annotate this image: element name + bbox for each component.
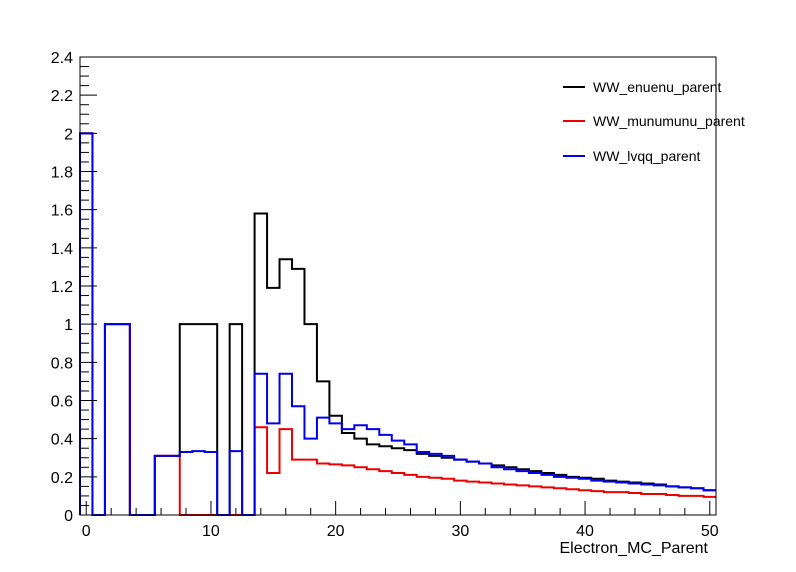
y-tick-label: 0.4 — [51, 432, 73, 449]
x-tick-label: 30 — [451, 523, 469, 540]
axis-layer: 0 0.2 0.4 0.6 0.8 1 1.2 1.4 1.6 1.8 2 2.2 2.4 0 10 20 30… — [51, 50, 719, 540]
legend-label-0: WW_enuenu_parent — [593, 79, 722, 95]
x-tick-label: 20 — [327, 523, 345, 540]
y-tick-label: 1.8 — [51, 165, 73, 182]
y-tick-label: 0.8 — [51, 355, 73, 372]
x-tick-label: 40 — [576, 523, 594, 540]
y-tick-label: 1.4 — [51, 241, 73, 258]
x-tick-label: 50 — [701, 523, 719, 540]
y-tick-label: 2 — [64, 126, 73, 143]
legend-label-1: WW_munumunu_parent — [593, 113, 745, 129]
series-line-2 — [79, 132, 716, 516]
y-tick-label: 1.6 — [51, 203, 73, 220]
legend: WW_enuenu_parent WW_munumunu_parent WW_lvq… — [563, 79, 745, 164]
y-tick-label: 2.4 — [51, 50, 73, 67]
y-tick-label: 1.2 — [51, 279, 73, 296]
x-tick-label: 0 — [82, 523, 91, 540]
y-tick-label: 1 — [64, 317, 73, 334]
legend-label-2: WW_lvqq_parent — [593, 148, 700, 164]
y-tick-label: 0 — [64, 508, 73, 525]
x-tick-label: 10 — [202, 523, 220, 540]
y-tick-label: 2.2 — [51, 88, 73, 105]
x-axis-title: Electron_MC_Parent — [559, 540, 708, 557]
y-tick-label: 0.2 — [51, 470, 73, 487]
y-tick-label: 0.6 — [51, 394, 73, 411]
